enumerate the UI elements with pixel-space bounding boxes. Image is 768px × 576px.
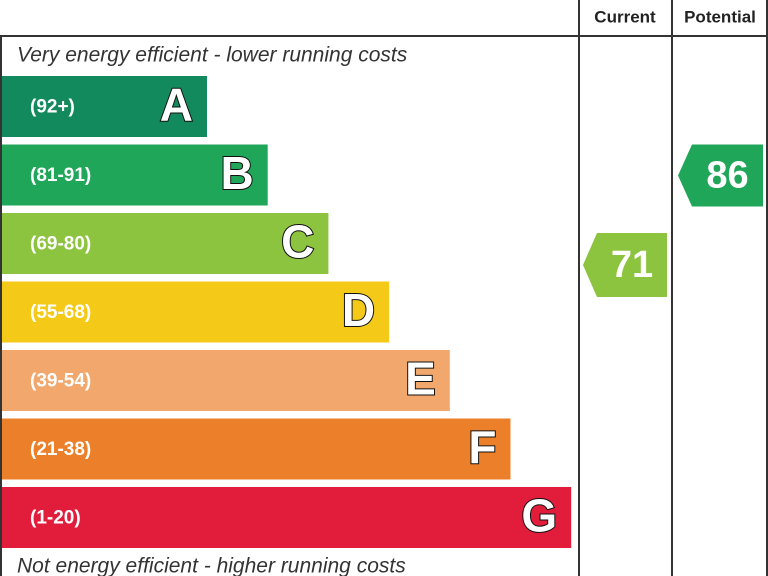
band-range: (1-20) bbox=[30, 508, 81, 529]
band-bar bbox=[2, 350, 450, 411]
band-range: (55-68) bbox=[30, 302, 91, 323]
band-range: (92+) bbox=[30, 97, 75, 118]
band-range: (39-54) bbox=[30, 371, 91, 392]
band-letter: F bbox=[468, 421, 496, 473]
band-bar bbox=[2, 144, 268, 206]
rating-arrow bbox=[583, 233, 667, 297]
rating-value: 71 bbox=[611, 244, 653, 286]
band-letter: D bbox=[342, 284, 375, 336]
band-letter: A bbox=[160, 79, 193, 131]
band-bar bbox=[2, 213, 329, 274]
band-letter: E bbox=[405, 353, 436, 405]
band-bar bbox=[2, 76, 207, 137]
band-letter: G bbox=[521, 490, 557, 542]
column-header: Potential bbox=[684, 7, 756, 26]
band-range: (81-91) bbox=[30, 165, 91, 186]
band-range: (21-38) bbox=[30, 439, 91, 460]
band-bar bbox=[2, 418, 511, 480]
band-bar bbox=[2, 281, 390, 343]
band-letter: C bbox=[281, 216, 314, 268]
top-note: Very energy efficient - lower running co… bbox=[17, 44, 408, 67]
rating-arrow bbox=[678, 144, 763, 207]
band-bar bbox=[2, 487, 572, 548]
bottom-note: Not energy efficient - higher running co… bbox=[17, 555, 406, 576]
band-range: (69-80) bbox=[30, 234, 91, 255]
rating-value: 86 bbox=[706, 155, 748, 197]
band-letter: B bbox=[220, 147, 253, 199]
column-header: Current bbox=[594, 7, 656, 26]
